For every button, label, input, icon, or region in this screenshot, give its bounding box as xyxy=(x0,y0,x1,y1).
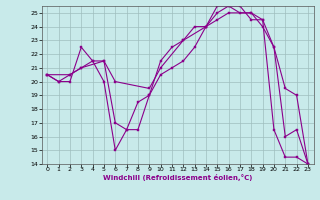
X-axis label: Windchill (Refroidissement éolien,°C): Windchill (Refroidissement éolien,°C) xyxy=(103,174,252,181)
